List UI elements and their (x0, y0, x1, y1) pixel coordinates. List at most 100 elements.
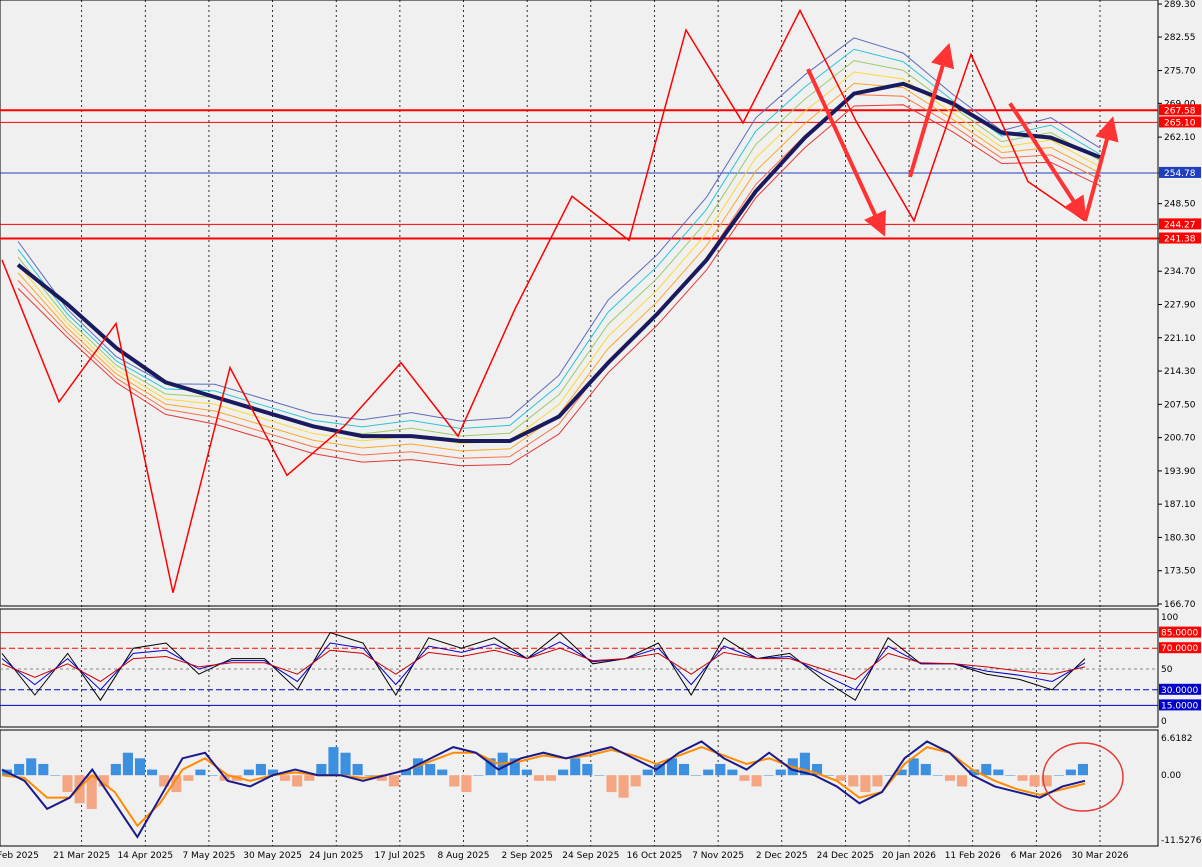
macd-histogram-bar (280, 775, 291, 781)
macd-histogram-bar (134, 758, 146, 776)
macd-histogram-bar (654, 763, 665, 776)
macd-plot (1, 740, 1124, 839)
price-pane[interactable] (0, 0, 1159, 607)
rsi-level-box (1159, 683, 1201, 695)
macd-y-tick-label: -11.5276 (1161, 836, 1202, 846)
macd-histogram-bar (159, 775, 170, 787)
rsi-pane[interactable] (0, 608, 1159, 728)
x-tick-label: 2 Sep 2025 (502, 851, 553, 861)
x-tick-label: 24 Jun 2025 (309, 851, 363, 861)
macd-histogram-bar (1005, 775, 1016, 776)
rsi-level-box (1159, 642, 1201, 654)
macd-histogram-bar (364, 775, 375, 776)
price-label: 254.78 (1164, 169, 1196, 179)
price-label-box (1159, 218, 1201, 230)
price-label-box (1159, 104, 1201, 116)
macd-histogram-bar (727, 769, 738, 776)
macd-histogram-bar (678, 763, 690, 776)
macd-histogram-bar (751, 775, 762, 787)
y-tick-label: 200.70 (1164, 434, 1196, 444)
macd-histogram-bar (98, 775, 109, 787)
macd-histogram-bar (473, 775, 484, 776)
rsi-level-box (1159, 699, 1201, 711)
macd-histogram-bar (799, 752, 810, 776)
macd-histogram-bar (171, 775, 182, 793)
x-tick-label: 24 Dec 2025 (817, 851, 875, 861)
rsi-y-tick-label: 0 (1161, 717, 1167, 727)
y-tick-label: 193.90 (1164, 467, 1196, 477)
y-tick-label: 282.55 (1164, 33, 1196, 43)
zigzag-line (1, 8, 1086, 593)
macd-histogram-bar (558, 769, 569, 776)
macd-histogram-bar (969, 769, 980, 776)
ema-ribbon-line (17, 37, 1101, 422)
macd-histogram-bar (703, 769, 714, 776)
macd-histogram-bar (195, 769, 206, 776)
macd-histogram-bar (896, 769, 907, 776)
macd-histogram-bar (292, 775, 303, 787)
y-tick-label: 180.30 (1164, 533, 1196, 543)
x-tick-label: 6 Mar 2026 (1011, 851, 1063, 861)
trend-arrow (1008, 102, 1087, 222)
macd-pane[interactable] (0, 729, 1159, 847)
x-tick-label: 2 Dec 2025 (756, 851, 808, 861)
rsi-series-line (1, 641, 1086, 691)
y-tick-label: 289.30 (1164, 0, 1196, 10)
macd-line (1, 740, 1086, 839)
rsi-series-line (1, 631, 1086, 702)
macd-histogram-bar (666, 758, 677, 776)
macd-histogram-bar (110, 763, 121, 776)
y-tick-label: 214.30 (1164, 367, 1196, 377)
macd-histogram-bar (775, 769, 786, 776)
macd-histogram-bar (1053, 775, 1064, 776)
price-label-box (1159, 166, 1201, 178)
macd-histogram-bar (388, 775, 399, 787)
macd-histogram-bar (570, 758, 581, 776)
macd-histogram-bar (606, 775, 617, 793)
macd-histogram-bar (582, 763, 593, 776)
macd-histogram-bar (884, 775, 895, 776)
price-label: 267.58 (1164, 106, 1196, 116)
macd-histogram-bar (62, 775, 73, 793)
x-tick-label: 16 Oct 2025 (627, 851, 683, 861)
macd-histogram-bar (920, 763, 931, 776)
macd-histogram-bar (461, 775, 472, 793)
macd-y-tick-label: 0.00 (1161, 771, 1181, 781)
macd-histogram-bar (715, 763, 726, 776)
x-tick-label: 24 Sep 2025 (562, 851, 619, 861)
x-tick-label: 11 Feb 2026 (945, 851, 1001, 861)
y-tick-label: 234.70 (1164, 267, 1196, 277)
macd-y-tick-label: 6.6182 (1161, 734, 1193, 744)
macd-histogram-bar (1017, 775, 1028, 781)
x-tick-label: 30 May 2025 (243, 851, 302, 861)
y-tick-label: 275.70 (1164, 67, 1196, 77)
price-label: 265.10 (1164, 118, 1196, 128)
y-tick-label: 248.50 (1164, 200, 1196, 210)
y-tick-label: 207.50 (1164, 400, 1196, 410)
macd-histogram-bar (594, 775, 605, 776)
rsi-level-label: 70.0000 (1161, 644, 1198, 654)
macd-histogram-bar (993, 769, 1004, 776)
y-tick-label: 187.10 (1164, 500, 1196, 510)
macd-histogram-bar (38, 763, 49, 776)
macd-histogram-bar (340, 752, 351, 776)
macd-histogram-bar (352, 763, 363, 776)
rsi-series-line (1, 647, 1086, 683)
macd-histogram-bar (255, 763, 266, 776)
x-tick-label: 30 Mar 2026 (1071, 851, 1128, 861)
macd-histogram-bar (691, 775, 702, 776)
macd-histogram-bar (1077, 763, 1088, 776)
macd-histogram-bar (932, 775, 943, 776)
rsi-level-label: 30.0000 (1161, 686, 1198, 696)
macd-histogram-bar (763, 775, 774, 776)
rsi-y-tick-label: 100 (1161, 613, 1178, 623)
macd-histogram-bar (630, 775, 641, 787)
macd-histogram-bar (183, 775, 194, 781)
y-tick-label: 173.50 (1164, 567, 1196, 577)
rsi-level-label: 15.0000 (1161, 701, 1198, 711)
macd-histogram-bar (1065, 769, 1076, 776)
macd-histogram-bar (86, 775, 97, 809)
macd-histogram-bar (26, 758, 37, 776)
y-tick-label: 227.90 (1164, 300, 1196, 310)
macd-histogram-bar (147, 769, 158, 776)
